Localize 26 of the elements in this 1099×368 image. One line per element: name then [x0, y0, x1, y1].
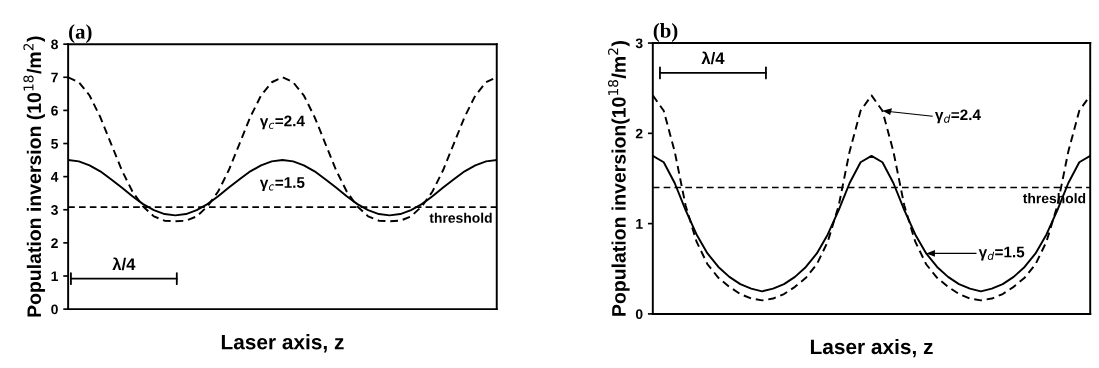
x-axis-title: Laser axis, z [221, 334, 344, 353]
annotation: λ/4 [701, 51, 725, 65]
y-tick-label: 2 [635, 128, 643, 139]
chart-title: (a) [69, 24, 92, 44]
y-tick-label: 7 [51, 72, 58, 83]
y-tick-label: 1 [51, 271, 59, 282]
legend-label: γ$_{d}$=2.4 [934, 109, 981, 124]
y-tick-label: 2 [51, 238, 58, 248]
legend-label: γ$_{d}$=1.5 [978, 246, 1025, 261]
series-label: γ$_{c}$=1.5 [259, 177, 305, 191]
ref-line-label: threshold [429, 212, 492, 223]
y-tick-label: 1 [636, 219, 643, 229]
y-tick-label: 3 [51, 205, 58, 215]
chart-title: (b) [653, 23, 678, 42]
y-tick-label: 4 [50, 172, 59, 182]
series-label: γ$_{c}$=2.4 [259, 115, 305, 130]
y-tick-label: 0 [51, 304, 58, 315]
y-tick-label: 5 [51, 139, 59, 149]
y-tick-label: 0 [635, 309, 643, 320]
x-axis-title: Laser axis, z [810, 338, 933, 358]
annotation: λ/4 [112, 257, 136, 271]
y-tick-label: 3 [635, 38, 643, 49]
y-axis-title: Population inversion (10$^{18}$/m$^{2}$) [23, 36, 45, 317]
y-axis-title: Population inversion(10$^{18}$/m$^{2}$) [608, 41, 630, 316]
y-tick-label: 6 [51, 105, 58, 116]
y-tick-label: 8 [51, 39, 58, 50]
